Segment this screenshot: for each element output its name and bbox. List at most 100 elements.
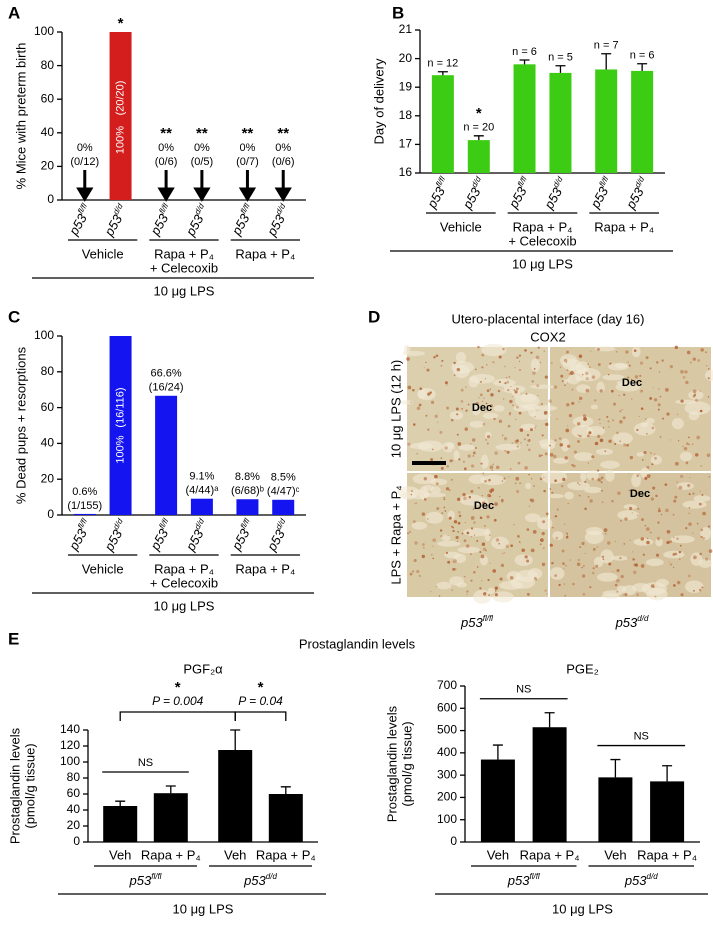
y-tick-label: 100	[34, 328, 54, 342]
stain	[559, 366, 562, 368]
stain	[494, 593, 498, 597]
scale-bar	[412, 461, 446, 465]
x-tick-label: Veh	[109, 847, 131, 862]
stain	[644, 524, 647, 527]
stain	[423, 366, 425, 368]
stain	[473, 521, 476, 524]
stain	[564, 594, 567, 597]
stain	[516, 356, 519, 359]
group-label: Vehicle	[82, 561, 124, 576]
stain	[680, 593, 684, 597]
stain	[511, 442, 513, 444]
stain	[662, 417, 665, 420]
stain	[654, 595, 657, 598]
stain	[542, 520, 546, 524]
stain	[439, 529, 443, 532]
stain	[677, 440, 680, 442]
stain	[578, 354, 583, 358]
texture	[611, 555, 629, 561]
stain	[457, 531, 460, 533]
stain	[508, 476, 510, 478]
texture	[564, 491, 574, 500]
stain	[631, 512, 633, 514]
stain	[578, 494, 581, 497]
stain	[502, 388, 505, 390]
stain	[619, 420, 623, 424]
stain	[660, 513, 663, 516]
stain	[500, 498, 504, 502]
stain	[508, 375, 511, 378]
texture	[602, 374, 625, 381]
stain	[443, 506, 446, 509]
texture	[495, 443, 521, 451]
stain	[685, 380, 689, 385]
stain	[457, 521, 461, 525]
arrow	[274, 170, 292, 202]
stain	[669, 563, 673, 566]
stain	[423, 498, 427, 501]
stain	[545, 512, 549, 516]
y-tick-label: 40	[41, 125, 55, 139]
stain	[502, 552, 504, 555]
stain	[483, 397, 485, 399]
stain	[531, 380, 534, 383]
star: **	[242, 125, 254, 142]
stain	[616, 590, 619, 593]
stain	[588, 431, 592, 435]
stain	[441, 359, 444, 362]
stain	[704, 557, 709, 561]
stain	[412, 520, 416, 523]
texture	[562, 358, 582, 371]
texture	[480, 474, 506, 486]
stain	[657, 388, 660, 390]
stain	[530, 351, 533, 354]
x-tick-label: p53fl/fl	[504, 175, 535, 212]
stain	[650, 452, 652, 454]
stain	[640, 537, 644, 541]
x-tick-label: p53d/d	[100, 202, 131, 240]
stain	[646, 527, 650, 531]
bar	[153, 793, 188, 842]
bar	[109, 336, 132, 515]
stain	[450, 478, 453, 481]
stain	[465, 409, 468, 412]
y-tick-label: 100	[60, 754, 80, 768]
stain	[516, 489, 520, 493]
stain	[686, 350, 691, 355]
x-tick-label: p53fl/fl	[65, 202, 96, 239]
texture	[655, 537, 663, 547]
stain	[628, 364, 631, 367]
stain	[466, 593, 468, 596]
stain	[549, 488, 552, 490]
stain	[469, 442, 472, 445]
y-tick-label: 17	[399, 137, 413, 151]
stain	[587, 434, 590, 438]
stain	[688, 443, 691, 446]
region-label: Dec	[630, 488, 650, 500]
stain	[621, 409, 623, 411]
stain	[665, 387, 669, 392]
stain	[587, 363, 589, 366]
stain	[559, 443, 564, 447]
stain	[641, 459, 644, 461]
panel-label: A	[8, 3, 20, 22]
y-axis-label: Prostaglandin levels	[384, 705, 399, 822]
stain	[482, 547, 487, 551]
texture	[437, 540, 461, 547]
stain	[429, 524, 431, 526]
stain	[487, 578, 490, 582]
value-label: 0%	[158, 142, 174, 154]
stain	[492, 569, 497, 573]
n-label: n = 12	[427, 58, 458, 70]
stain	[587, 462, 589, 464]
texture	[670, 535, 695, 544]
stain	[614, 443, 617, 445]
stain	[525, 392, 528, 395]
stain	[611, 500, 614, 503]
stain	[561, 380, 564, 383]
stain	[558, 437, 562, 440]
stain	[553, 385, 558, 389]
stain	[506, 450, 510, 454]
